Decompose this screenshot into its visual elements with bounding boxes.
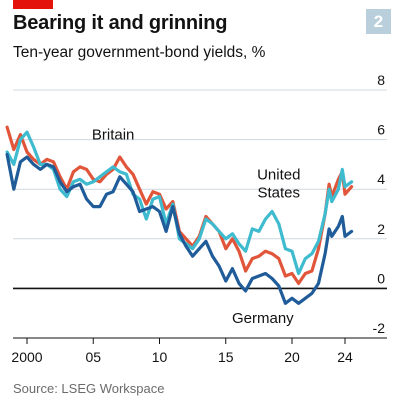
x-tick-label: 24 <box>337 349 353 365</box>
series-lines <box>5 125 354 305</box>
brand-tag <box>13 0 53 9</box>
y-tick-label: 8 <box>377 72 385 88</box>
x-tick-label: 15 <box>218 349 234 365</box>
y-tick-label: 4 <box>377 171 385 187</box>
chart-number-badge: 2 <box>366 9 391 34</box>
series-label-britain: Britain <box>92 127 135 144</box>
series-line-united-states <box>5 130 354 276</box>
series-line-germany <box>5 152 354 305</box>
x-tick-label: 05 <box>85 349 101 365</box>
x-tick-label: 2000 <box>11 349 42 365</box>
x-tick-label: 20 <box>284 349 300 365</box>
series-label-united-states: United States <box>257 166 300 201</box>
chart-subtitle: Ten-year government-bond yields, % <box>13 44 266 61</box>
y-tick-label: -2 <box>373 320 386 336</box>
y-tick-label: 6 <box>377 122 385 138</box>
series-labels: Britain United States Germany <box>92 127 301 328</box>
y-tick-label: 0 <box>377 270 385 286</box>
series-label-germany: Germany <box>232 310 294 327</box>
chart-title: Bearing it and grinning <box>13 12 228 34</box>
x-tick-label: 10 <box>152 349 168 365</box>
source-note: Source: LSEG Workspace <box>13 381 165 396</box>
grid-lines <box>13 89 387 339</box>
y-tick-label: 2 <box>377 221 385 237</box>
series-line-britain <box>5 125 354 285</box>
